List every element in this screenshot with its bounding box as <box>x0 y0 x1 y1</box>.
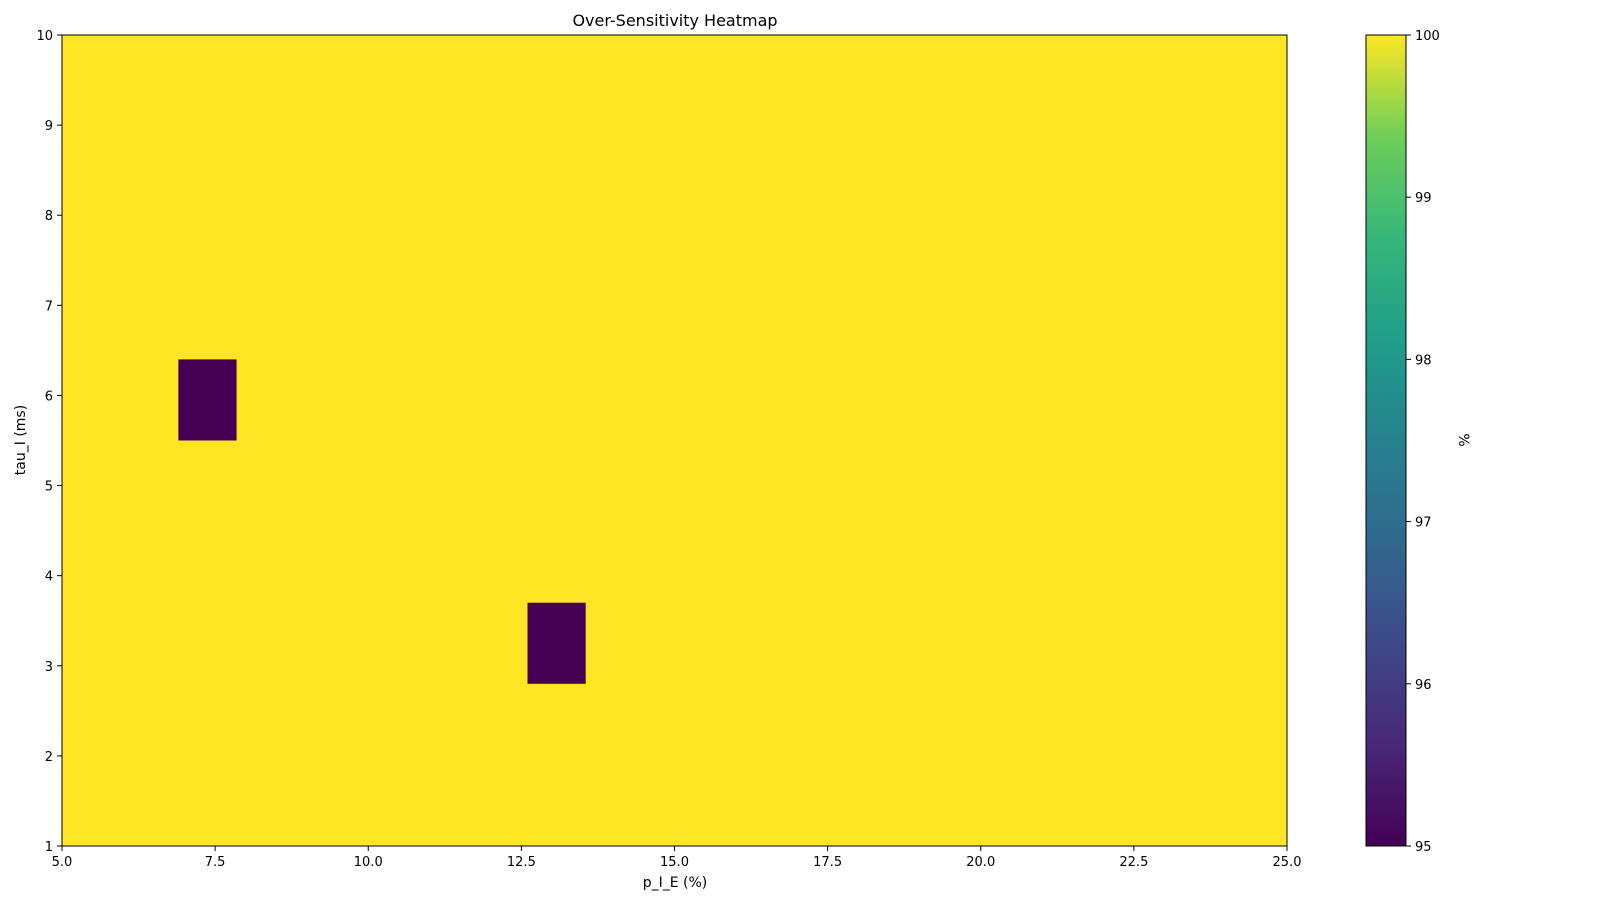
colorbar-tick-label: 97 <box>1415 516 1432 531</box>
y-axis-label: tau_I (ms) <box>13 405 29 475</box>
heatmap-cells <box>178 359 586 684</box>
y-tick-label: 3 <box>45 660 53 675</box>
colorbar-frame <box>1365 34 1407 847</box>
colorbar-tick-label: 99 <box>1415 191 1432 206</box>
x-tick-label: 25.0 <box>1273 855 1302 870</box>
x-tick-label: 10.0 <box>354 855 383 870</box>
plot-background <box>62 35 1287 846</box>
x-tick-label: 22.5 <box>1119 855 1148 870</box>
y-tick-label: 2 <box>45 750 53 765</box>
y-tick-label: 1 <box>45 840 53 855</box>
heatmap-cell <box>178 359 237 441</box>
y-tick-label: 4 <box>45 570 53 585</box>
x-axis-ticks: 5.0 7.5 10.0 12.5 15.0 17.5 20.0 22.5 25.0 <box>52 846 1302 870</box>
x-tick-label: 17.5 <box>813 855 842 870</box>
y-tick-label: 9 <box>45 119 53 134</box>
colorbar-ticks: 95 96 97 98 99 100 <box>1406 29 1440 855</box>
y-axis-ticks: 1 2 3 4 5 6 7 8 9 10 <box>36 29 62 855</box>
y-tick-label: 6 <box>45 389 53 404</box>
colorbar-tick-label: 95 <box>1415 840 1432 855</box>
y-tick-label: 10 <box>36 29 53 44</box>
x-axis-label: p_I_E (%) <box>643 875 708 891</box>
x-tick-label: 15.0 <box>660 855 689 870</box>
x-tick-label: 5.0 <box>52 855 73 870</box>
heatmap-cell <box>527 602 586 684</box>
y-tick-label: 7 <box>45 299 53 314</box>
y-tick-label: 8 <box>45 209 53 224</box>
x-tick-label: 12.5 <box>507 855 536 870</box>
colorbar <box>1366 35 1406 846</box>
colorbar-tick-label: 98 <box>1415 353 1432 368</box>
colorbar-tick-label: 100 <box>1415 29 1440 44</box>
chart-title: Over-Sensitivity Heatmap <box>572 11 777 30</box>
colorbar-tick-label: 96 <box>1415 678 1432 693</box>
x-tick-label: 7.5 <box>205 855 226 870</box>
x-tick-label: 20.0 <box>966 855 995 870</box>
colorbar-label: % <box>1455 433 1471 446</box>
y-tick-label: 5 <box>45 480 53 495</box>
